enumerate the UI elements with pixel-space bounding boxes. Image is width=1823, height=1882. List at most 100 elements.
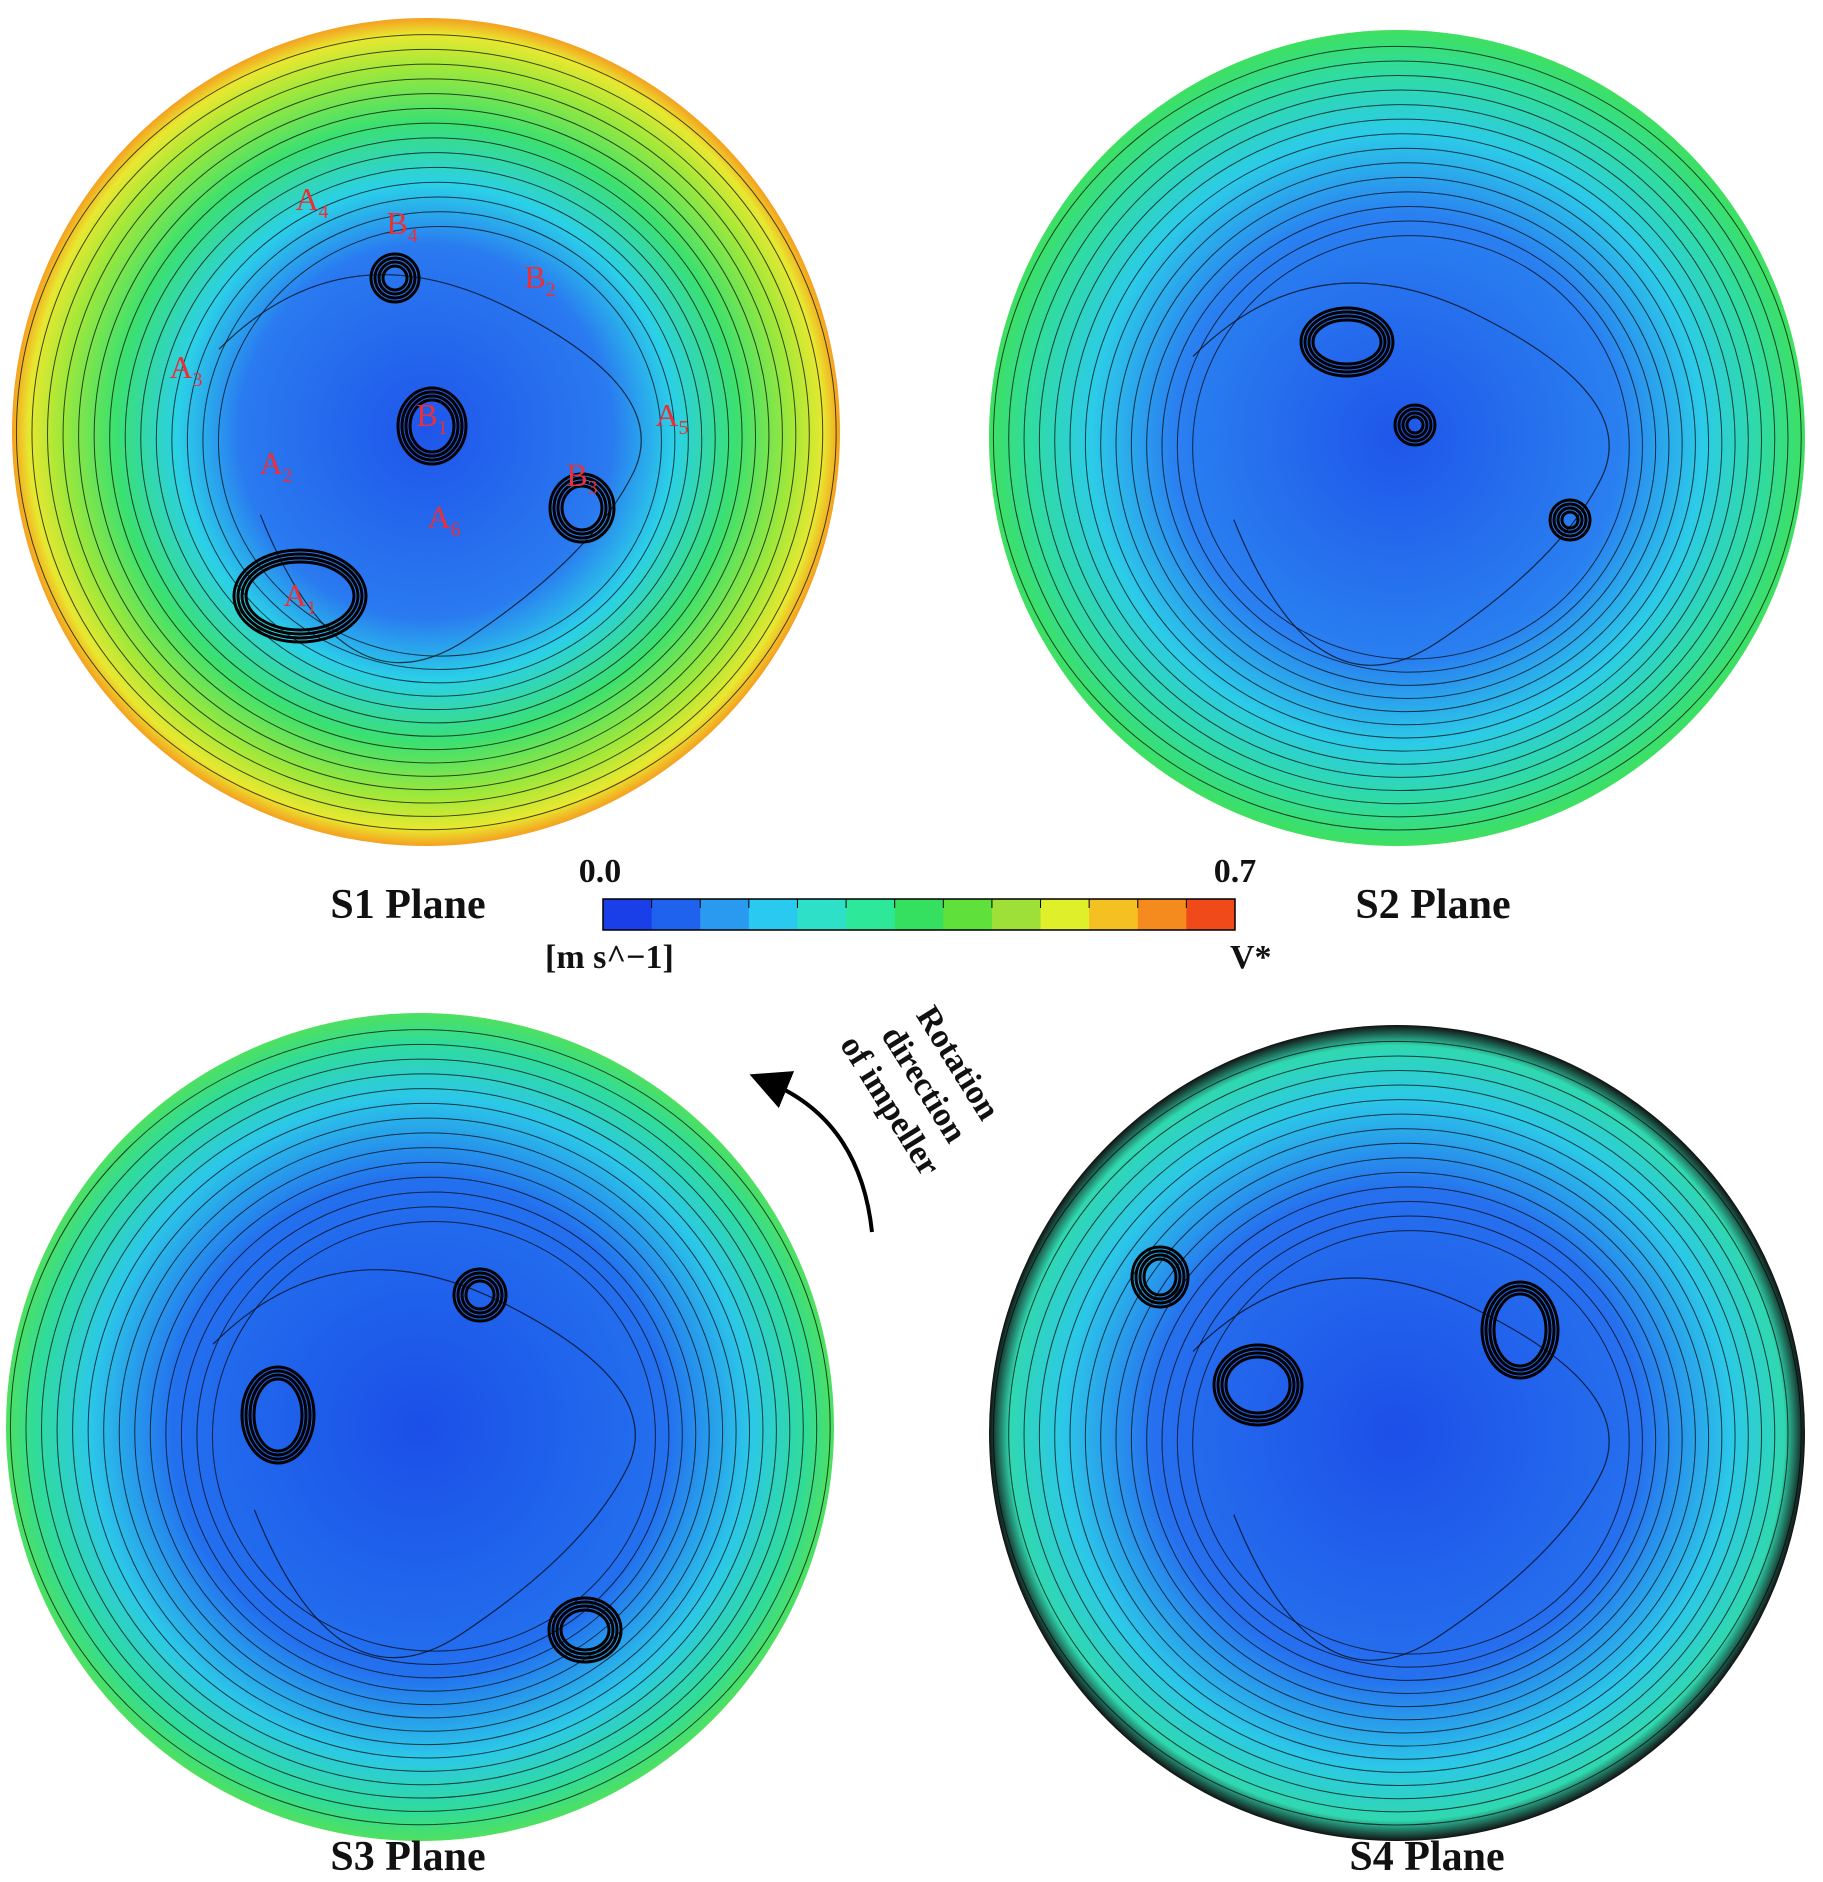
vortex-index: 5	[679, 417, 689, 439]
vortex-core	[1220, 1351, 1296, 1419]
vortex-core	[1393, 403, 1437, 447]
streamline	[1038, 1084, 1763, 1787]
vortex-core	[1142, 1257, 1178, 1297]
streamline	[47, 63, 810, 804]
streamline	[62, 78, 797, 791]
contour-disk	[12, 18, 840, 846]
vortex-core	[1401, 411, 1429, 439]
vortex-label: A5	[655, 397, 688, 439]
streamline	[1084, 133, 1723, 752]
streamline	[87, 1102, 764, 1759]
streamline	[1161, 205, 1657, 686]
colorbar-swatch	[894, 899, 944, 930]
streamline	[1008, 1055, 1789, 1813]
colorbar-swatch	[1137, 899, 1187, 930]
streamline	[1054, 1099, 1749, 1773]
vortex-core	[1299, 306, 1395, 378]
streamline	[1146, 191, 1670, 699]
rotation-annotation: Rotation direction of impeller	[833, 1000, 1008, 1183]
streamline	[217, 225, 662, 657]
vortex-core	[548, 472, 616, 544]
streamline	[56, 1073, 791, 1786]
vortex-label: B2	[524, 259, 555, 301]
colorbar-swatch	[1089, 899, 1139, 930]
streamline	[1176, 220, 1643, 673]
streamline	[1130, 176, 1683, 713]
streamline	[211, 1220, 656, 1652]
vortex-index: 6	[451, 519, 461, 541]
colorbar-swatch	[651, 899, 701, 930]
vortex-index: 2	[283, 465, 293, 487]
contour-panel: S3 Plane	[6, 1013, 834, 1880]
vortex-core	[1488, 1288, 1552, 1372]
streamline	[196, 1206, 670, 1666]
streamline	[1115, 1157, 1696, 1721]
colorbar-max: 0.7	[1214, 853, 1257, 890]
vortex-core	[559, 1608, 611, 1652]
vortex-core	[560, 484, 604, 532]
vortex-core	[1307, 314, 1387, 370]
streamline	[1192, 1277, 1610, 1661]
streamline	[186, 196, 689, 684]
streamline	[1054, 104, 1749, 778]
vortex-letter: A	[655, 397, 678, 433]
streamline	[140, 152, 730, 724]
streamline	[1161, 1200, 1657, 1681]
contour-disk	[989, 30, 1805, 846]
streamline	[9, 1029, 831, 1826]
vortex-core	[1311, 318, 1383, 366]
vortex-index: 1	[438, 417, 448, 439]
streamline	[15, 34, 837, 831]
vortex-core	[1134, 1249, 1186, 1305]
streamline	[1115, 162, 1696, 726]
vortex-core	[1212, 1343, 1304, 1427]
vortex-core	[555, 1604, 615, 1656]
vortex-index: 2	[546, 279, 556, 301]
vortex-index: 4	[319, 201, 329, 223]
vortex-core	[464, 1279, 496, 1311]
vortex-label: B3	[566, 457, 597, 499]
vortex-letter: B	[524, 259, 545, 295]
vortex-core	[240, 1365, 316, 1465]
colorbar-unit: [m s^−1]	[545, 939, 674, 976]
streamline	[1100, 147, 1710, 739]
vortex-core	[240, 556, 360, 636]
streamline	[149, 1161, 710, 1706]
vortex-letter: B	[386, 205, 407, 241]
streamline	[41, 1058, 804, 1799]
vortex-core	[1405, 415, 1425, 435]
streamline	[103, 1117, 751, 1746]
vortex-index: 4	[408, 225, 418, 247]
vortex-letter: B	[416, 397, 437, 433]
streamline	[218, 274, 642, 664]
streamline	[1084, 1128, 1723, 1747]
colorbar: 0.0 0.7 [m s^−1] V*	[545, 853, 1272, 976]
colorbar-swatch	[991, 899, 1042, 930]
colorbar-swatch	[603, 899, 653, 930]
vortex-core	[1560, 510, 1580, 530]
vortex-core	[396, 386, 468, 466]
colorbar-swatch	[943, 899, 993, 930]
vortex-core	[547, 1596, 623, 1664]
streamline	[109, 122, 757, 751]
streamline	[118, 1132, 737, 1732]
vortex-core	[377, 260, 413, 296]
vortex-label: B4	[386, 205, 417, 247]
vortex-letter: A	[295, 181, 318, 217]
vortex-index: 3	[588, 477, 598, 499]
streamline	[72, 1088, 777, 1772]
streamline	[202, 211, 676, 671]
streamline	[31, 48, 824, 817]
panel-label: S4 Plane	[1349, 1834, 1504, 1877]
vortex-letter: B	[566, 457, 587, 493]
vortex-core	[552, 476, 612, 540]
streamline	[1023, 1070, 1776, 1800]
colorbar-scale	[602, 898, 1236, 931]
vortex-core	[373, 256, 417, 300]
vortex-core	[456, 1271, 504, 1319]
vortex-core	[232, 548, 368, 644]
vortex-index: 1	[307, 597, 317, 619]
vortex-letter: A	[427, 499, 450, 535]
